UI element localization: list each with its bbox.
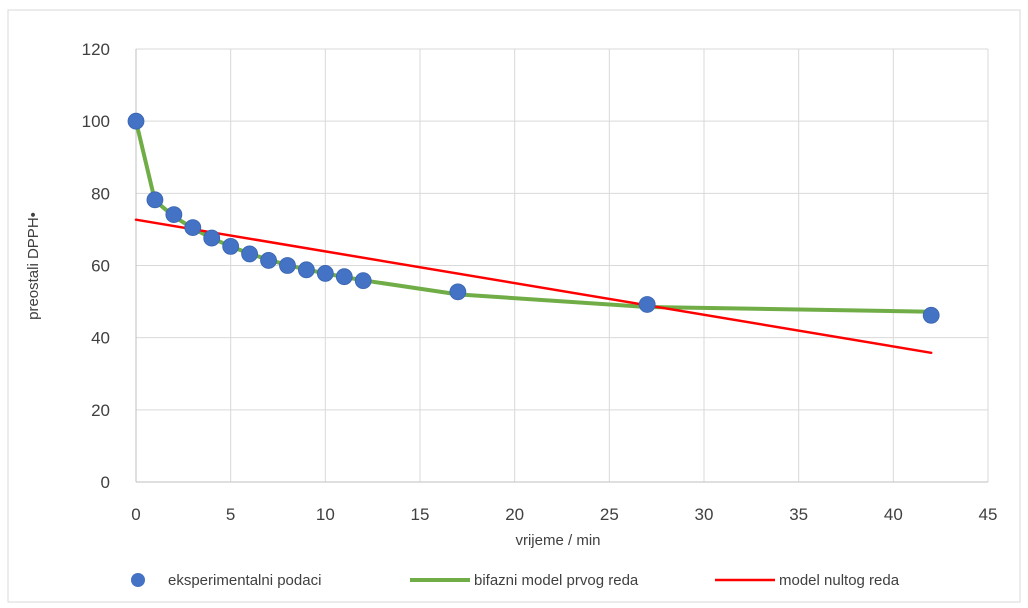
legend-label: eksperimentalni podaci (168, 572, 321, 589)
data-point (449, 283, 467, 301)
data-point (354, 272, 372, 290)
data-point (241, 245, 259, 263)
legend-entry-biphasic: bifazni model prvog reda (410, 572, 639, 589)
legend-marker-icon (131, 573, 145, 587)
data-point (335, 268, 353, 286)
chart-area-border (7, 9, 1021, 603)
y-tick-label: 120 (82, 40, 110, 59)
data-point (279, 257, 296, 274)
x-tick-label: 20 (505, 505, 524, 524)
y-tick-label: 40 (91, 329, 110, 348)
y-tick-label: 80 (91, 184, 110, 203)
x-tick-label: 10 (316, 505, 335, 524)
x-tick-label: 45 (979, 505, 998, 524)
x-tick-label: 15 (411, 505, 430, 524)
data-point (316, 265, 334, 282)
data-point (203, 229, 221, 247)
x-tick-label: 40 (884, 505, 903, 524)
data-point (127, 112, 145, 130)
gridlines (136, 48, 989, 482)
x-axis-title: vrijeme / min (515, 532, 600, 549)
y-tick-label: 60 (91, 257, 110, 276)
y-tick-label: 0 (101, 473, 110, 492)
x-tick-label: 0 (131, 505, 140, 524)
x-tick-label: 25 (600, 505, 619, 524)
x-tick-label: 30 (695, 505, 714, 524)
series-line-zero-order-model (134, 218, 933, 355)
legend-entry-experimental: eksperimentalni podaci (131, 572, 321, 589)
y-tick-label: 100 (82, 112, 110, 131)
data-point (297, 261, 315, 279)
tick-labels: 0 20 40 60 80 100 120 0 5 10 15 20 25 30 35 40 45 (82, 40, 998, 524)
data-point (222, 237, 240, 255)
data-point (260, 252, 277, 269)
y-axis-title: preostali DPPH• (25, 212, 42, 320)
legend-label: bifazni model prvog reda (474, 572, 639, 589)
data-point (638, 296, 656, 313)
x-tick-label: 5 (226, 505, 235, 524)
x-tick-label: 35 (789, 505, 808, 524)
series-group (127, 112, 940, 355)
data-point (165, 206, 183, 224)
data-point (184, 219, 202, 237)
legend: eksperimentalni podaci bifazni model prvo… (131, 572, 900, 589)
y-tick-label: 20 (91, 401, 110, 420)
legend-label: model nultog reda (779, 572, 900, 589)
data-point (146, 191, 164, 209)
data-point (922, 306, 940, 324)
series-line-biphasic-model (134, 119, 934, 314)
legend-entry-zero-order: model nultog reda (715, 572, 900, 589)
